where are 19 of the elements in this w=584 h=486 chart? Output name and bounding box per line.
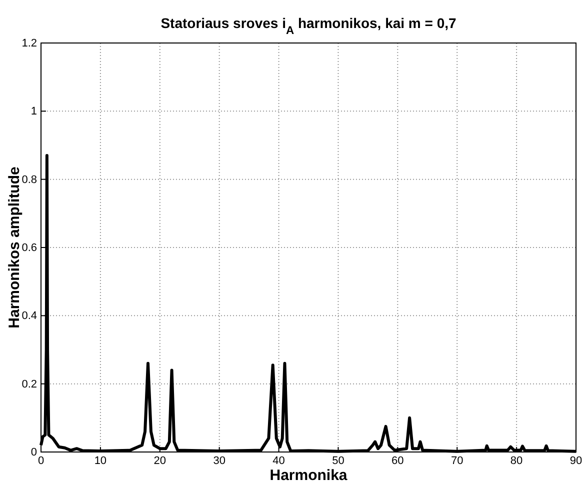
chart-title: Statoriaus sroves i$_{A}$ harmonikos, kai m = 0,7 (160, 15, 457, 37)
x-tick-label: 80 (510, 454, 523, 467)
x-axis-title: Harmonika (270, 467, 348, 484)
x-tick-label: 60 (392, 454, 404, 467)
x-tick-label: 50 (332, 454, 344, 467)
y-tick-label: 0.6 (22, 242, 37, 254)
x-tick-label: 20 (154, 454, 166, 467)
x-tick-label: 30 (213, 454, 226, 467)
x-tick-label: 10 (94, 454, 107, 467)
y-tick-label: 1.2 (22, 38, 37, 50)
y-tick-label: 0.8 (22, 174, 37, 186)
x-tick-label: 40 (272, 454, 285, 467)
y-tick-label: 1 (30, 106, 37, 118)
y-tick-label: 0 (30, 446, 37, 459)
y-tick-label: 0.4 (22, 310, 37, 322)
x-tick-label: 90 (570, 454, 582, 467)
x-tick-label: 70 (450, 454, 464, 467)
y-axis-title: Harmonikos amplitude (6, 166, 23, 328)
y-tick-label: 0.2 (22, 378, 37, 390)
